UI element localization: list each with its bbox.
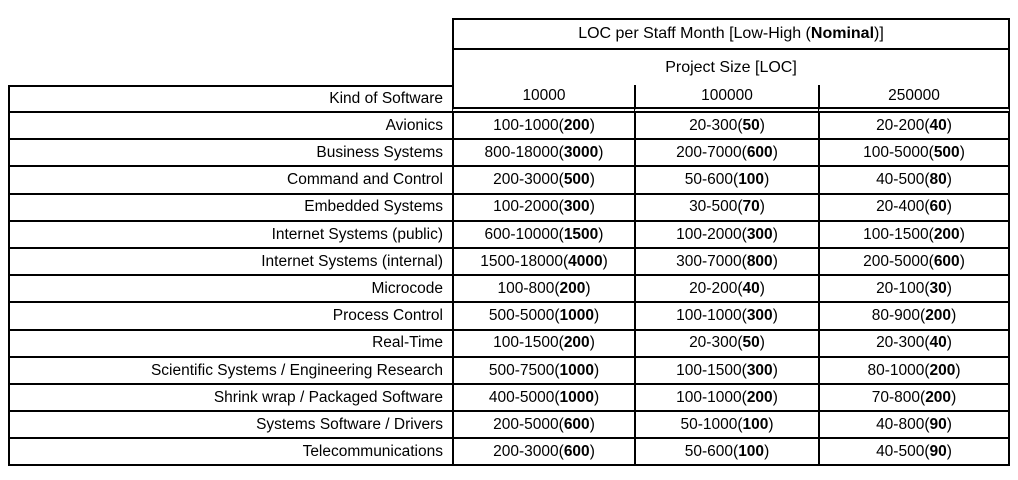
cell-value: 100-1000(200)	[634, 384, 818, 413]
cell-value: 1500-18000(4000)	[452, 248, 634, 277]
cell-value: 40-500(80)	[818, 167, 1010, 195]
row-label: Real-Time	[8, 330, 452, 358]
cell-value: 300-7000(800)	[634, 248, 818, 277]
project-size-header: Project Size [LOC]	[452, 50, 1010, 85]
cell-value: 100-1000(300)	[634, 303, 818, 331]
cell-value: 80-900(200)	[818, 303, 1010, 331]
row-label: Internet Systems (public)	[8, 221, 452, 249]
cell-value: 20-300(40)	[818, 330, 1010, 358]
cell-value: 800-18000(3000)	[452, 140, 634, 168]
col-header-250000: 250000	[818, 85, 1010, 113]
cell-value: 200-3000(500)	[452, 167, 634, 195]
loc-table: LOC per Staff Month [Low-High (Nominal)]…	[8, 18, 1010, 467]
cell-value: 40-500(90)	[818, 439, 1010, 467]
kind-of-software-header: Kind of Software	[8, 85, 452, 113]
cell-value: 50-600(100)	[634, 167, 818, 195]
table-title-suffix: )]	[874, 25, 884, 42]
cell-value: 50-1000(100)	[634, 412, 818, 440]
cell-value: 20-300(50)	[634, 113, 818, 141]
empty-corner-1	[8, 18, 452, 50]
cell-value: 200-5000(600)	[818, 248, 1010, 277]
row-label: Telecommunications	[8, 439, 452, 467]
cell-value: 30-500(70)	[634, 194, 818, 222]
cell-value: 20-100(30)	[818, 276, 1010, 304]
table-title: LOC per Staff Month [Low-High (Nominal)]	[452, 18, 1010, 50]
cell-value: 50-600(100)	[634, 439, 818, 467]
cell-value: 80-1000(200)	[818, 357, 1010, 385]
cell-value: 200-5000(600)	[452, 412, 634, 440]
row-label: Internet Systems (internal)	[8, 248, 452, 277]
cell-value: 100-1000(200)	[452, 113, 634, 141]
table-title-bold: Nominal	[810, 25, 875, 42]
col-header-100000: 100000	[634, 85, 818, 113]
row-label: Business Systems	[8, 140, 452, 168]
row-label: Process Control	[8, 303, 452, 331]
empty-corner-2	[8, 50, 452, 85]
cell-value: 100-2000(300)	[634, 221, 818, 249]
cell-value: 20-400(60)	[818, 194, 1010, 222]
cell-value: 200-3000(600)	[452, 439, 634, 467]
row-label: Command and Control	[8, 167, 452, 195]
cell-value: 70-800(200)	[818, 384, 1010, 413]
row-label: Scientific Systems / Engineering Researc…	[8, 357, 452, 385]
cell-value: 100-1500(200)	[452, 330, 634, 358]
cell-value: 400-5000(1000)	[452, 384, 634, 413]
cell-value: 500-7500(1000)	[452, 357, 634, 385]
cell-value: 600-10000(1500)	[452, 221, 634, 249]
table-title-prefix: LOC per Staff Month [Low-High (	[578, 25, 811, 42]
cell-value: 20-300(50)	[634, 330, 818, 358]
cell-value: 40-800(90)	[818, 412, 1010, 440]
cell-value: 100-1500(200)	[818, 221, 1010, 249]
row-label: Avionics	[8, 113, 452, 141]
cell-value: 100-800(200)	[452, 276, 634, 304]
row-label: Systems Software / Drivers	[8, 412, 452, 440]
cell-value: 20-200(40)	[634, 276, 818, 304]
cell-value: 100-1500(300)	[634, 357, 818, 385]
cell-value: 100-5000(500)	[818, 140, 1010, 168]
cell-value: 500-5000(1000)	[452, 303, 634, 331]
row-label: Shrink wrap / Packaged Software	[8, 384, 452, 413]
row-label: Microcode	[8, 276, 452, 304]
row-label: Embedded Systems	[8, 194, 452, 222]
col-header-10000: 10000	[452, 85, 634, 113]
cell-value: 20-200(40)	[818, 113, 1010, 141]
cell-value: 100-2000(300)	[452, 194, 634, 222]
cell-value: 200-7000(600)	[634, 140, 818, 168]
